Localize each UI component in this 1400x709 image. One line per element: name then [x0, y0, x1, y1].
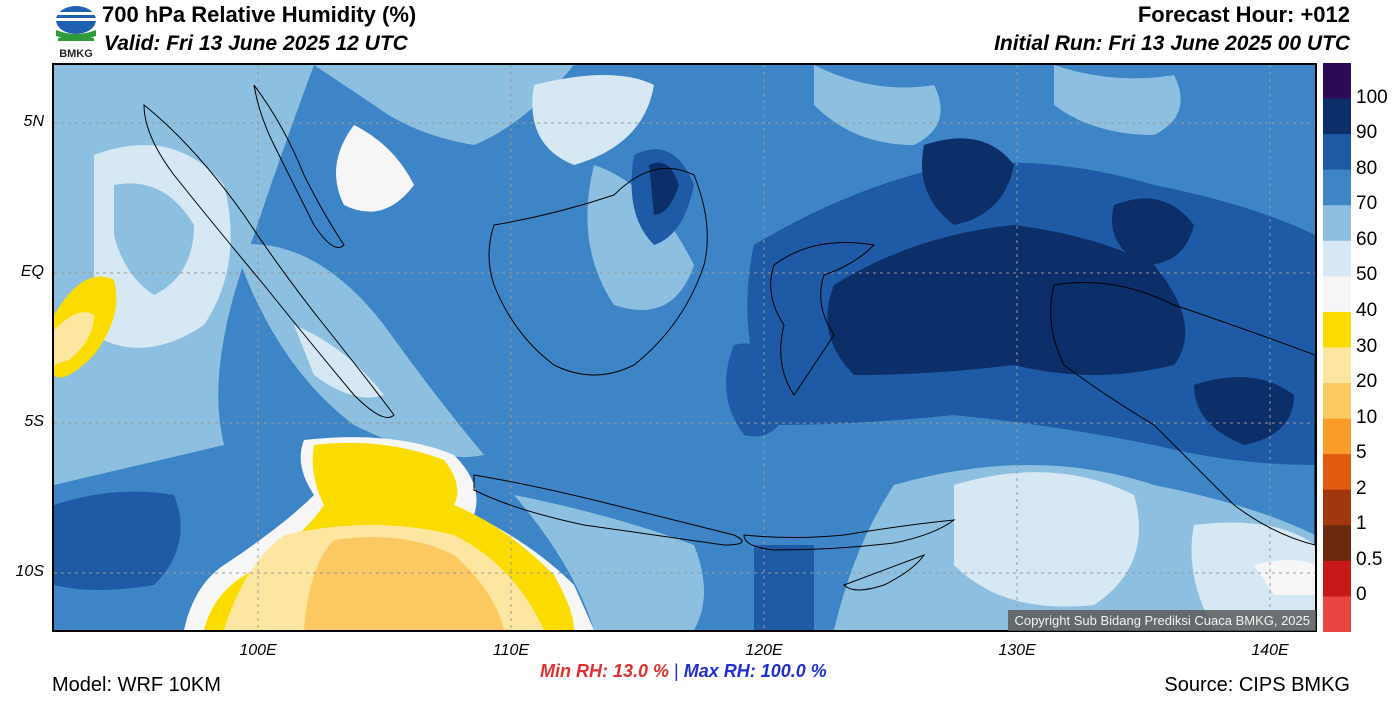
min-rh: Min RH: 13.0 % — [540, 661, 670, 681]
colorbar-label: 50 — [1356, 264, 1378, 286]
colorbar-segment — [1323, 560, 1351, 597]
colorbar-segment — [1323, 525, 1351, 562]
lat-label-5s: 5S — [24, 413, 44, 430]
model-name: Model: WRF 10KM — [52, 674, 221, 696]
colorbar-segment — [1323, 347, 1351, 384]
lon-label-110e: 110E — [492, 642, 530, 659]
colorbar-label: 20 — [1356, 371, 1378, 393]
colorbar-segment — [1323, 205, 1351, 242]
colorbar-label: 80 — [1356, 157, 1378, 179]
colorbar-segment — [1323, 169, 1351, 206]
source-name: Source: CIPS BMKG — [1164, 674, 1350, 696]
max-rh: Max RH: 100.0 % — [683, 661, 827, 681]
lon-label-140e: 140E — [1251, 642, 1289, 659]
lat-label-eq: EQ — [20, 263, 44, 280]
colorbar-label: 30 — [1356, 335, 1378, 357]
lon-label-120e: 120E — [745, 642, 783, 659]
colorbar-segment — [1323, 311, 1351, 348]
colorbar-label: 5 — [1356, 442, 1367, 464]
colorbar-label: 0.5 — [1356, 548, 1383, 570]
colorbar-segment — [1323, 63, 1351, 100]
colorbar-label: 100 — [1356, 86, 1388, 108]
colorbar-label: 90 — [1356, 122, 1378, 144]
colorbar-segment — [1323, 383, 1351, 420]
initial-run: Initial Run: Fri 13 June 2025 00 UTC — [994, 32, 1350, 55]
copyright-note: Copyright Sub Bidang Prediksi Cuaca BMKG… — [1008, 610, 1316, 631]
chart-title: 700 hPa Relative Humidity (%) — [102, 2, 417, 27]
colorbar-segment — [1323, 596, 1351, 633]
colorbar-label: 0 — [1356, 584, 1367, 606]
lon-label-130e: 130E — [998, 642, 1036, 659]
colorbar-label: 40 — [1356, 299, 1378, 321]
bmkg-logo — [52, 2, 100, 60]
lat-label-5n: 5N — [23, 113, 44, 130]
lon-label-100e: 100E — [239, 642, 277, 659]
colorbar-segment — [1323, 276, 1351, 313]
colorbar — [1323, 63, 1351, 633]
colorbar-label: 10 — [1356, 406, 1378, 428]
humidity-map — [52, 63, 1317, 632]
colorbar-label: 1 — [1356, 513, 1367, 535]
logo-text: BMKG — [59, 48, 93, 60]
colorbar-label: 2 — [1356, 477, 1367, 499]
colorbar-segment — [1323, 489, 1351, 526]
valid-time: Valid: Fri 13 June 2025 12 UTC — [104, 32, 408, 55]
stats-separator: | — [674, 661, 679, 681]
colorbar-segment — [1323, 240, 1351, 277]
colorbar-segment — [1323, 134, 1351, 171]
colorbar-label: 70 — [1356, 193, 1378, 215]
rh-stats: Min RH: 13.0 % | Max RH: 100.0 % — [540, 661, 827, 682]
colorbar-segment — [1323, 98, 1351, 135]
forecast-hour: Forecast Hour: +012 — [1137, 2, 1350, 27]
colorbar-label: 60 — [1356, 228, 1378, 250]
colorbar-segment — [1323, 454, 1351, 491]
lat-label-10s: 10S — [15, 563, 44, 580]
colorbar-segment — [1323, 418, 1351, 455]
